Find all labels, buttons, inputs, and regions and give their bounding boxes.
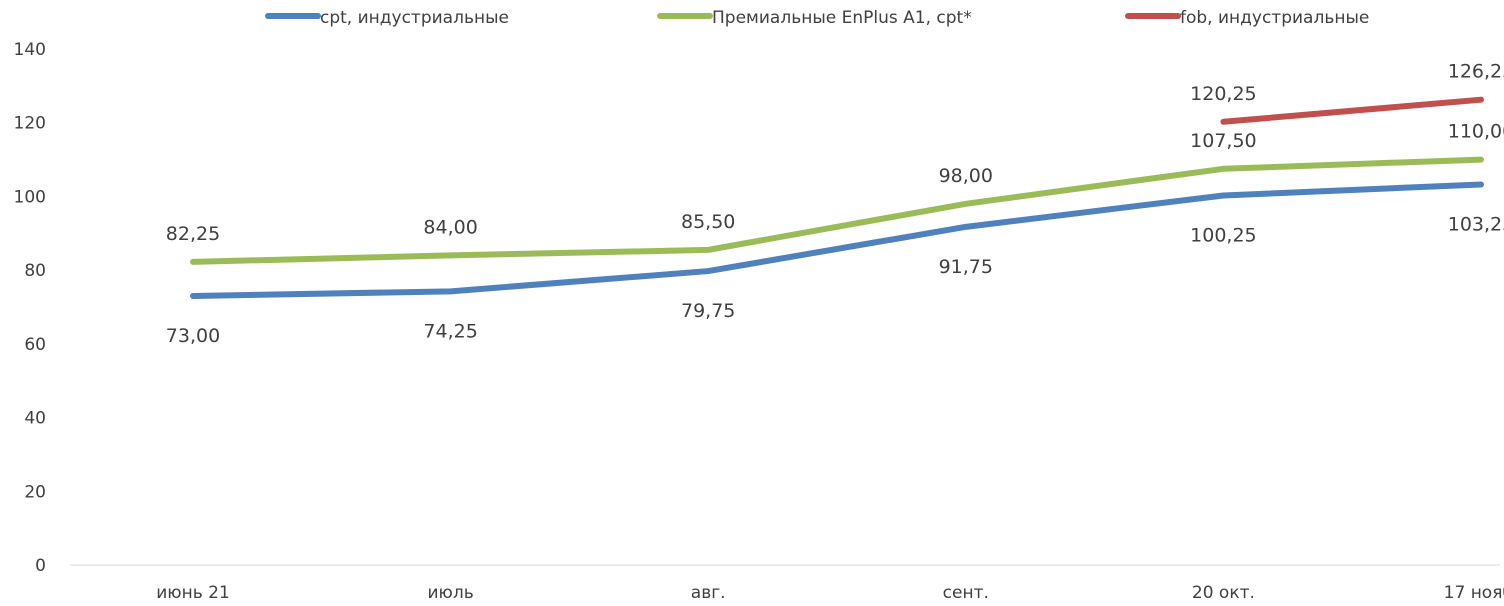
- y-tick-label: 80: [24, 261, 46, 281]
- chart-legend: cpt, индустриальные Премиальные EnPlus A1…: [265, 8, 1369, 28]
- data-label: 100,25: [1190, 225, 1256, 247]
- data-label: 84,00: [423, 216, 477, 238]
- legend-label: fob, индустриальные: [1180, 8, 1369, 28]
- data-labels: 73,00 74,25 79,75 91,75 100,25 103,25 82,25 84,…: [166, 61, 1504, 347]
- data-label: 103,25: [1448, 213, 1504, 235]
- data-label: 126,25: [1448, 61, 1504, 83]
- x-category-label: июль: [427, 583, 473, 603]
- data-label: 82,25: [166, 223, 220, 245]
- x-category-label: 17 нояб.: [1444, 583, 1504, 603]
- series-line: [1220, 96, 1484, 125]
- y-tick-label: 20: [24, 482, 46, 502]
- y-axis: 0 20 40 60 80 100 120 140: [14, 40, 46, 576]
- data-label: 91,75: [939, 256, 993, 278]
- x-category-label: сент.: [943, 583, 989, 603]
- x-category-label: 20 окт.: [1192, 583, 1255, 603]
- data-label: 120,25: [1190, 83, 1256, 105]
- y-tick-label: 100: [14, 187, 46, 207]
- y-tick-label: 120: [14, 114, 46, 134]
- data-label: 74,25: [423, 320, 477, 342]
- data-label: 73,00: [166, 325, 220, 347]
- data-label: 107,50: [1190, 130, 1256, 152]
- data-label: 85,50: [681, 211, 735, 233]
- series-line: [190, 181, 1484, 299]
- series-lines: [190, 96, 1484, 299]
- data-label: 79,75: [681, 300, 735, 322]
- data-label: 98,00: [939, 165, 993, 187]
- x-category-label: июнь 21: [156, 583, 230, 603]
- y-tick-label: 60: [24, 335, 46, 355]
- data-label: 110,00: [1448, 121, 1504, 143]
- legend-label: Премиальные EnPlus A1, cpt*: [712, 8, 972, 28]
- y-tick-label: 40: [24, 409, 46, 429]
- x-axis: июнь 21 июль авг. сент. 20 окт. 17 нояб.: [70, 564, 1504, 603]
- y-tick-label: 0: [35, 556, 46, 576]
- y-tick-label: 140: [14, 40, 46, 60]
- x-category-label: авг.: [691, 583, 726, 603]
- series-line: [190, 156, 1484, 265]
- legend-label: cpt, индустриальные: [320, 8, 509, 28]
